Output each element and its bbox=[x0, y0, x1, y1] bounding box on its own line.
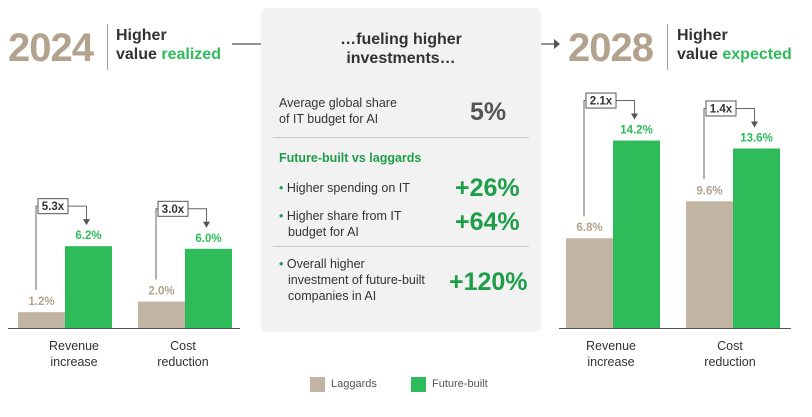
arrow-down-icon bbox=[631, 113, 638, 120]
avg-share-line2: of IT budget for AI bbox=[279, 112, 379, 126]
multiplier-box bbox=[37, 198, 69, 215]
category-label-line: reduction bbox=[157, 355, 209, 369]
center-title-line2: investments… bbox=[346, 50, 456, 67]
category-label-line: Cost bbox=[717, 339, 743, 353]
legend-swatch-future-built bbox=[411, 377, 426, 392]
center-item-3-line3: companies in AI bbox=[288, 289, 377, 303]
multiplier-label-2028: 2.1x bbox=[590, 96, 613, 108]
category-label-2024-revenue: Revenue increase bbox=[24, 338, 124, 370]
multiplier-label-2024: 3.0x bbox=[162, 204, 185, 216]
center-item-1-line1: Higher spending on IT bbox=[286, 181, 410, 195]
bullet-icon: • bbox=[279, 181, 284, 195]
multiplier-label-2024: 5.3x bbox=[42, 201, 65, 213]
value-label-2028-laggards: 6.8% bbox=[576, 222, 602, 234]
left-header-line2: value realized bbox=[116, 45, 221, 64]
avg-share-label: Average global share of IT budget for AI bbox=[279, 95, 397, 127]
legend-label-laggards: Laggards bbox=[331, 378, 377, 390]
left-header-line1: Higher bbox=[116, 27, 167, 44]
center-item-3-line2: investment of future-built bbox=[288, 273, 425, 287]
multiplier-box bbox=[585, 92, 617, 109]
header-divider-right bbox=[667, 24, 668, 70]
avg-share-line1: Average global share bbox=[279, 96, 397, 110]
bar-2024-laggards-cost bbox=[138, 301, 185, 328]
value-label-2028-future-built: 13.6% bbox=[740, 132, 773, 144]
center-item-1: • Higher spending on IT bbox=[279, 180, 410, 196]
value-label-2024-laggards: 2.0% bbox=[148, 286, 174, 298]
right-header-text: Higher value expected bbox=[677, 26, 792, 64]
year-2028: 2028 bbox=[568, 26, 654, 70]
right-header-line1: Higher bbox=[677, 27, 728, 44]
left-header-accent: realized bbox=[161, 46, 221, 63]
center-item-3: • Overall higher investment of future-bu… bbox=[279, 256, 425, 304]
right-header-accent: expected bbox=[722, 46, 792, 63]
value-label-2024-laggards: 1.2% bbox=[28, 296, 54, 308]
center-item-3-line1: Overall higher bbox=[286, 257, 365, 271]
category-label-line: Revenue bbox=[48, 339, 100, 353]
category-label-line: increase bbox=[587, 355, 635, 369]
avg-share-value: 5% bbox=[470, 98, 507, 126]
value-label-2028-future-built: 14.2% bbox=[620, 125, 653, 137]
center-panel bbox=[261, 8, 541, 332]
category-label-line: increase bbox=[50, 355, 98, 369]
category-label-line: reduction bbox=[704, 355, 756, 369]
multiplier-box bbox=[705, 100, 737, 117]
category-label-2028-revenue: Revenue increase bbox=[561, 338, 661, 370]
value-label-2024-future-built: 6.0% bbox=[195, 233, 221, 245]
multiplier-box bbox=[157, 200, 189, 217]
right-header-plain: value bbox=[677, 46, 718, 63]
center-item-3-value: +120% bbox=[449, 268, 528, 296]
multiplier-label-2028: 1.4x bbox=[710, 103, 733, 115]
center-title-line1: …fueling higher bbox=[340, 31, 462, 48]
bullet-icon: • bbox=[279, 209, 284, 223]
center-item-2-line2: budget for AI bbox=[288, 225, 359, 239]
category-label-line: Revenue bbox=[585, 339, 637, 353]
center-item-2: • Higher share from IT budget for AI bbox=[279, 208, 402, 240]
bar-2028-future-built-revenue bbox=[613, 140, 660, 328]
bar-2028-future-built-cost bbox=[733, 148, 780, 328]
center-divider-1 bbox=[273, 137, 529, 138]
bar-2024-laggards-revenue bbox=[18, 312, 65, 328]
arrow-down-icon bbox=[751, 121, 758, 128]
left-header-text: Higher value realized bbox=[116, 26, 221, 64]
value-label-2028-laggards: 9.6% bbox=[696, 185, 722, 197]
center-subheading: Future-built vs laggards bbox=[279, 151, 422, 165]
left-header-plain: value bbox=[116, 46, 157, 63]
center-item-2-value: +64% bbox=[455, 208, 520, 236]
category-label-2024-cost: Cost reduction bbox=[133, 338, 233, 370]
x-axis-left bbox=[8, 328, 240, 329]
category-label-2028-cost: Cost reduction bbox=[680, 338, 780, 370]
center-item-2-line1: Higher share from IT bbox=[286, 209, 402, 223]
center-item-1-value: +26% bbox=[455, 174, 520, 202]
bar-2024-future-built-cost bbox=[185, 248, 232, 328]
category-label-line: Cost bbox=[170, 339, 196, 353]
value-label-2024-future-built: 6.2% bbox=[75, 230, 101, 242]
arrow-down-icon bbox=[203, 221, 210, 228]
legend-swatch-laggards bbox=[310, 377, 325, 392]
center-title: …fueling higher investments… bbox=[261, 30, 541, 68]
bullet-icon: • bbox=[279, 257, 284, 271]
arrow-down-icon bbox=[83, 219, 90, 226]
header-divider-left bbox=[107, 24, 108, 70]
center-divider-2 bbox=[273, 246, 529, 247]
bar-2028-laggards-revenue bbox=[566, 238, 613, 328]
year-2024: 2024 bbox=[8, 26, 94, 70]
bar-2024-future-built-revenue bbox=[65, 246, 112, 328]
bar-2028-laggards-cost bbox=[686, 201, 733, 328]
right-header-line2: value expected bbox=[677, 45, 792, 64]
legend-label-future-built: Future-built bbox=[432, 378, 488, 390]
x-axis-right bbox=[559, 328, 791, 329]
